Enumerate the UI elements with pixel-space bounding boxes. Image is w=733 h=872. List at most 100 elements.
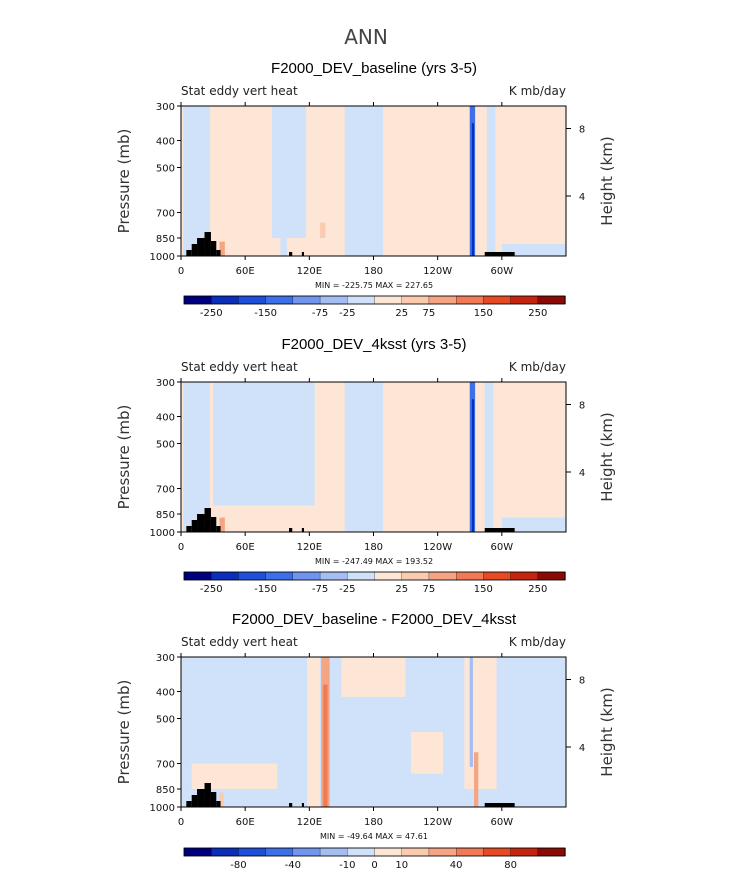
topography <box>484 252 515 256</box>
x-tick-label: 60E <box>236 542 255 553</box>
colorbar-label: -10 <box>339 860 355 871</box>
colorbar-swatch <box>455 571 485 581</box>
main-title: ANN <box>344 25 388 49</box>
panel-units-label: K mb/day <box>509 635 566 649</box>
colorbar-swatch <box>238 571 267 581</box>
panel-title: F2000_DEV_baseline (yrs 3-5) <box>271 60 477 77</box>
contour-band <box>410 732 444 774</box>
y-tick-label: 850 <box>156 510 175 521</box>
colorbar-swatch <box>265 571 294 581</box>
colorbar-swatch <box>319 571 348 581</box>
colorbar-swatch <box>510 571 539 581</box>
colorbar-swatch <box>483 847 512 857</box>
contour-band <box>271 106 307 238</box>
x-tick-label: 60W <box>491 542 514 553</box>
colorbar-swatch <box>265 295 294 305</box>
colorbar-swatch <box>183 571 212 581</box>
contour-band <box>341 657 406 697</box>
x-tick-label: 120E <box>297 817 322 828</box>
topography <box>204 783 211 807</box>
contour-band <box>501 244 566 256</box>
x-tick-label: 60W <box>491 266 514 277</box>
y-tick-label: 400 <box>156 413 175 424</box>
panel-title: F2000_DEV_baseline - F2000_DEV_4ksst <box>232 611 517 628</box>
panel-left-label: Stat eddy vert heat <box>181 360 298 374</box>
colorbar-label: 150 <box>474 308 493 319</box>
x-tick-label: 120E <box>297 266 322 277</box>
y-right-tick-label: 8 <box>579 401 585 412</box>
x-tick-label: 60W <box>491 817 514 828</box>
panel-2: F2000_DEV_4ksst (yrs 3-5) Stat eddy vert … <box>115 336 616 595</box>
x-tick-label: 180 <box>364 817 383 828</box>
colorbar-swatch <box>238 295 267 305</box>
colorbar-label: 25 <box>395 308 408 319</box>
contour-band <box>321 106 327 256</box>
topography <box>301 528 304 532</box>
colorbar-label: 250 <box>528 308 547 319</box>
colorbar-swatch <box>374 847 403 857</box>
colorbar-label: 40 <box>450 860 463 871</box>
y-tick-label: 850 <box>156 785 175 796</box>
colorbar-swatch <box>537 847 566 857</box>
topography <box>301 803 304 807</box>
panel-1: F2000_DEV_baseline (yrs 3-5) Stat eddy ve… <box>115 60 616 319</box>
colorbar-label: 80 <box>504 860 517 871</box>
min-max-label: MIN = -49.64 MAX = 47.61 <box>320 832 428 841</box>
contour-band <box>183 382 210 532</box>
contour-band <box>501 517 566 532</box>
topography <box>191 520 198 532</box>
colorbar-label: 10 <box>395 860 408 871</box>
colorbar-swatch <box>483 571 512 581</box>
min-max-label: MIN = -247.49 MAX = 193.52 <box>315 557 433 566</box>
contour-band <box>280 106 287 256</box>
contour-band <box>219 517 225 532</box>
colorbar-swatch <box>183 295 212 305</box>
topography <box>210 792 217 807</box>
topography <box>289 528 293 532</box>
colorbar-swatch <box>374 571 403 581</box>
x-tick-label: 0 <box>178 266 184 277</box>
y-axis-label: Pressure (mb) <box>115 405 133 510</box>
x-tick-label: 0 <box>178 542 184 553</box>
topography <box>204 232 211 256</box>
colorbar-swatch <box>401 295 430 305</box>
colorbar-label: 25 <box>395 584 408 595</box>
panel-3: F2000_DEV_baseline - F2000_DEV_4ksst Stat… <box>115 611 616 871</box>
colorbar-frame <box>183 847 566 857</box>
x-tick-label: 60E <box>236 266 255 277</box>
colorbar-swatch <box>183 847 212 857</box>
colorbar-label: 150 <box>474 584 493 595</box>
colorbar-label: 75 <box>423 308 436 319</box>
y-tick-label: 1000 <box>150 252 175 263</box>
topography <box>216 526 221 532</box>
topography <box>210 517 217 532</box>
colorbar-label: -150 <box>254 308 277 319</box>
y-tick-label: 300 <box>156 653 175 664</box>
x-tick-label: 0 <box>178 817 184 828</box>
y-right-tick-label: 4 <box>579 468 585 479</box>
colorbar-frame <box>183 295 566 305</box>
contour-band <box>486 106 496 256</box>
y-tick-label: 300 <box>156 102 175 113</box>
x-tick-label: 120W <box>423 817 452 828</box>
y-tick-label: 850 <box>156 234 175 245</box>
contour-band <box>484 382 494 532</box>
contour-band <box>323 684 328 807</box>
min-max-label: MIN = -225.75 MAX = 227.65 <box>315 281 433 290</box>
colorbar-swatch <box>211 571 240 581</box>
colorbar-swatch <box>401 847 430 857</box>
x-tick-label: 180 <box>364 542 383 553</box>
topography <box>289 803 293 807</box>
colorbar-swatch <box>537 571 566 581</box>
x-tick-label: 60E <box>236 817 255 828</box>
contour-band <box>183 106 210 256</box>
y-tick-label: 1000 <box>150 528 175 539</box>
topography <box>204 508 211 532</box>
y-right-tick-label: 4 <box>579 192 585 203</box>
colorbar-swatch <box>455 847 485 857</box>
topography <box>197 238 205 256</box>
contour-band <box>307 657 321 807</box>
topography <box>484 528 515 532</box>
contour-band <box>464 657 497 789</box>
y-tick-label: 500 <box>156 164 175 175</box>
